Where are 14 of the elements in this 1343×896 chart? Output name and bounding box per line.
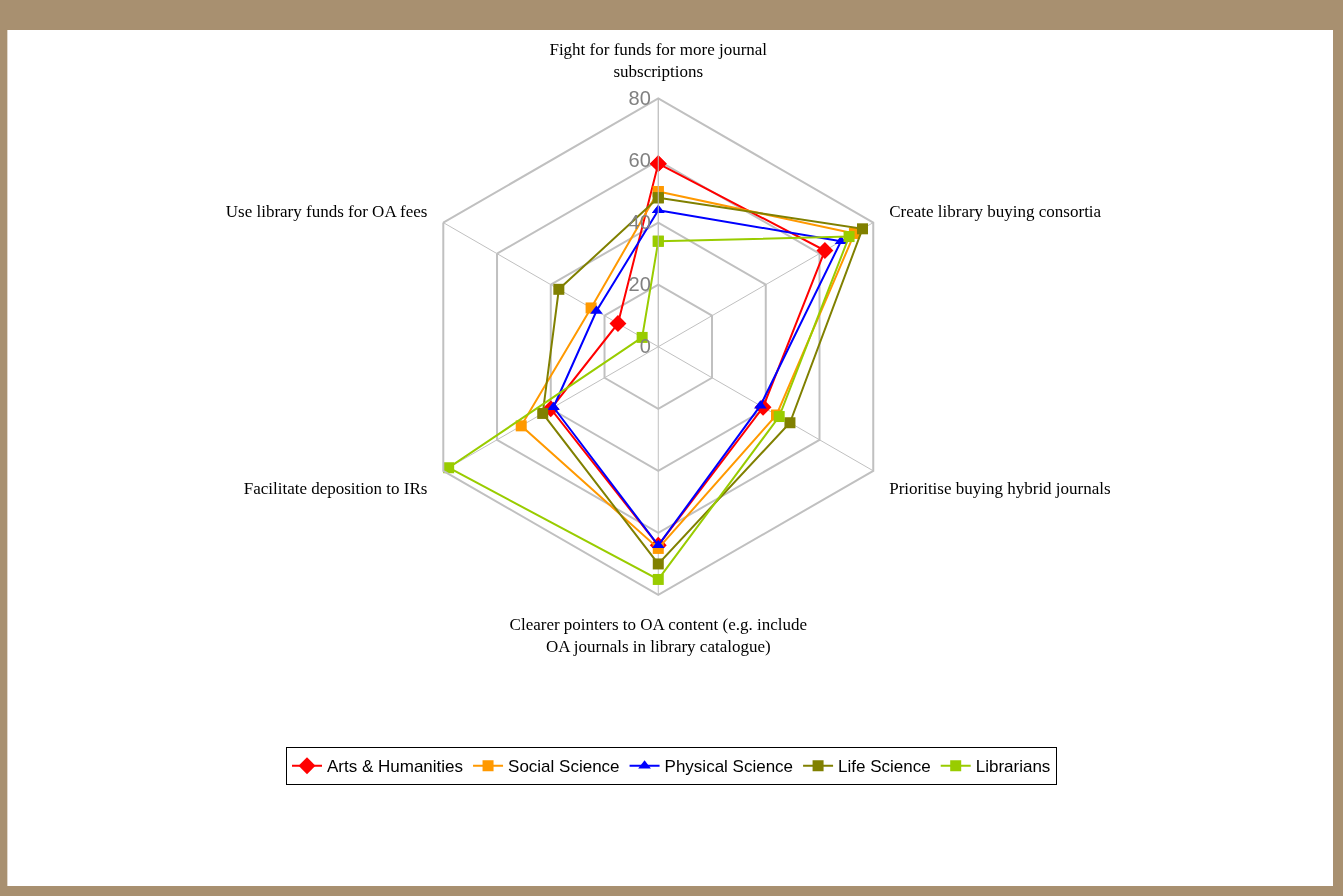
y-tick-label: 80 [628, 86, 651, 109]
spoke-label: Facilitate deposition to IRs [243, 478, 428, 498]
y-tick-label: 60 [628, 149, 651, 172]
spoke-label: Clearer pointers to OA content (e.g. include OA journals in library catalogue) [509, 615, 807, 657]
y-tick-label: 20 [628, 273, 651, 296]
spoke-label: Fight for funds for more journal subscriptions [549, 39, 768, 81]
spoke-label: Create library buying consortia [889, 201, 1102, 221]
spoke-label: Prioritise buying hybrid journals [889, 478, 1111, 498]
legend-label: Physical Science [664, 757, 794, 777]
spoke-label: Use library funds for OA fees [225, 201, 428, 221]
legend-label: Arts & Humanities [327, 757, 464, 777]
legend-label: Social Science [508, 757, 620, 777]
legend-label: Librarians [975, 757, 1051, 777]
legend-label: Life Science [838, 757, 931, 777]
